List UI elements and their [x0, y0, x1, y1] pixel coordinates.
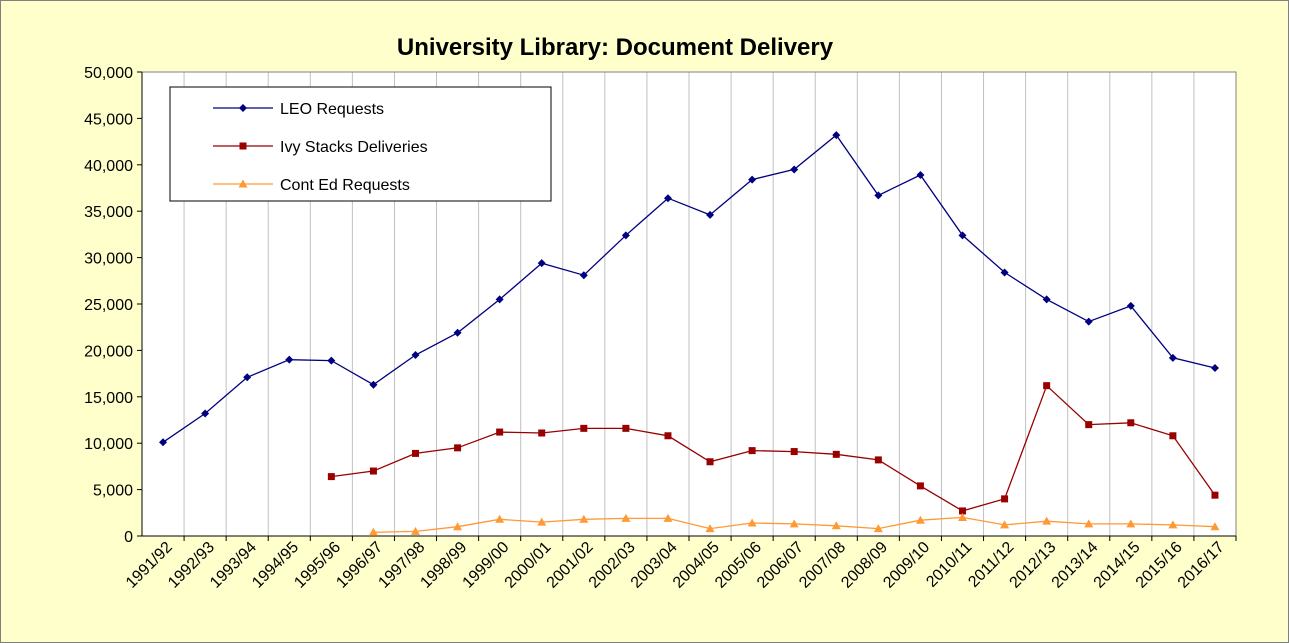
- marker: [1169, 432, 1177, 440]
- marker: [1127, 419, 1135, 427]
- marker: [705, 524, 715, 533]
- y-tick-label: 15,000: [84, 390, 133, 407]
- marker: [916, 482, 924, 490]
- marker: [239, 104, 247, 112]
- y-tick-label: 30,000: [84, 251, 133, 268]
- marker: [411, 351, 420, 360]
- marker: [958, 512, 967, 521]
- marker: [239, 142, 247, 150]
- marker: [579, 514, 589, 523]
- marker: [832, 131, 841, 140]
- marker: [454, 444, 462, 452]
- marker: [201, 409, 210, 418]
- y-tick-label: 50,000: [84, 65, 133, 82]
- marker: [873, 524, 883, 533]
- marker: [1084, 317, 1093, 326]
- marker: [1126, 519, 1136, 528]
- series-line: [162, 134, 1216, 443]
- marker: [537, 517, 547, 526]
- marker: [453, 328, 462, 337]
- y-tick-label: 0: [124, 529, 133, 546]
- marker: [1210, 364, 1219, 373]
- marker: [790, 165, 799, 174]
- marker: [664, 432, 672, 440]
- marker: [706, 210, 715, 219]
- marker: [748, 175, 757, 184]
- marker: [538, 429, 546, 437]
- y-tick-label: 10,000: [84, 436, 133, 453]
- y-tick-label: 25,000: [84, 297, 133, 314]
- marker: [1001, 495, 1009, 503]
- y-tick-label: 20,000: [84, 343, 133, 360]
- marker: [537, 259, 546, 268]
- marker: [874, 191, 883, 200]
- marker: [580, 424, 588, 432]
- marker: [327, 356, 336, 365]
- y-tick-label: 45,000: [84, 111, 133, 128]
- marker: [368, 527, 378, 536]
- legend-label: LEO Requests: [280, 101, 384, 118]
- marker: [1043, 382, 1051, 390]
- marker: [1084, 519, 1094, 528]
- marker: [412, 449, 419, 457]
- marks: [159, 131, 1220, 536]
- legend-label: Ivy Stacks Deliveries: [280, 139, 428, 156]
- legend-label: Cont Ed Requests: [280, 177, 410, 194]
- marker: [831, 521, 841, 530]
- marker: [453, 522, 463, 531]
- y-tick-label: 5,000: [93, 483, 133, 500]
- marker: [238, 179, 248, 188]
- marker: [663, 194, 672, 203]
- marker: [285, 355, 294, 364]
- marker: [621, 231, 630, 240]
- chart-title: University Library: Document Delivery: [397, 34, 834, 61]
- marker: [495, 514, 505, 523]
- y-tick-label: 35,000: [84, 204, 133, 221]
- marker: [959, 507, 966, 515]
- marker: [1126, 301, 1135, 310]
- marker: [369, 380, 378, 389]
- marker: [369, 467, 377, 475]
- marker: [747, 518, 757, 527]
- marker: [1042, 295, 1051, 304]
- marker: [243, 373, 252, 382]
- marker: [663, 513, 673, 522]
- marker: [789, 519, 799, 528]
- marker: [621, 513, 631, 522]
- marker: [411, 526, 420, 535]
- marker: [748, 447, 756, 455]
- marker: [579, 271, 588, 280]
- marker: [1042, 516, 1052, 525]
- marker: [327, 473, 335, 481]
- marker: [1210, 522, 1220, 531]
- marker: [1000, 268, 1009, 277]
- marker: [1168, 353, 1177, 362]
- marker: [1000, 520, 1010, 529]
- marker: [496, 428, 504, 436]
- marker: [159, 438, 168, 447]
- marker: [958, 231, 967, 240]
- marker: [790, 448, 798, 456]
- marker: [874, 456, 882, 464]
- marker: [916, 171, 925, 180]
- marker: [915, 515, 925, 524]
- series-line: [331, 384, 1216, 512]
- legend-box: [169, 86, 552, 202]
- marker: [1168, 520, 1178, 529]
- marker: [832, 450, 840, 458]
- marker: [622, 424, 630, 432]
- marker: [706, 458, 714, 466]
- marker: [495, 295, 504, 304]
- marker: [1211, 491, 1219, 499]
- y-tick-label: 40,000: [84, 158, 133, 175]
- marker: [1085, 421, 1093, 429]
